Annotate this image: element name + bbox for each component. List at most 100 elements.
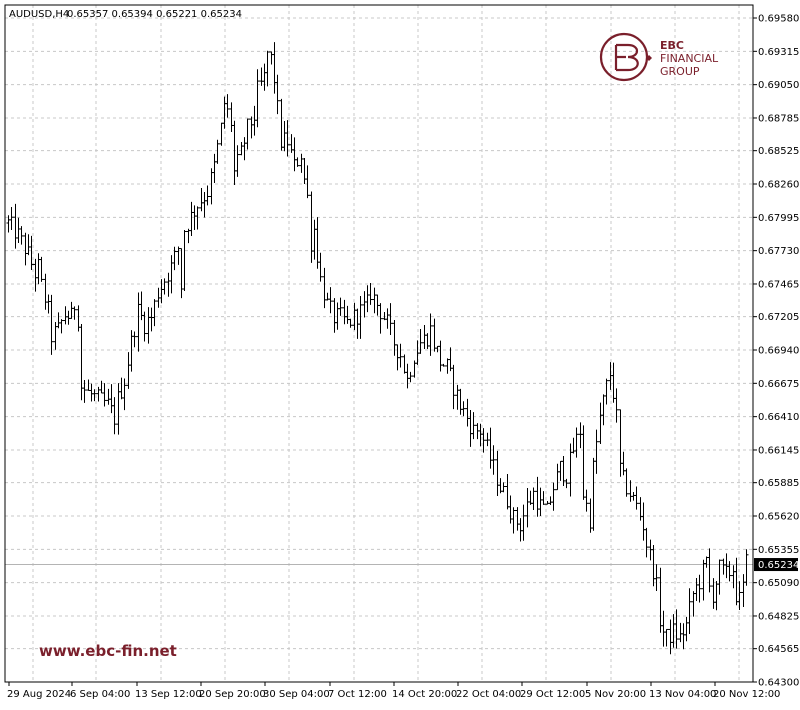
- company-logo: EBC FINANCIAL GROUP: [599, 32, 719, 82]
- y-tick-label: 0.66410: [758, 412, 799, 423]
- ohlc-bar[interactable]: [634, 486, 639, 510]
- y-tick-label: 0.67995: [758, 213, 799, 224]
- ohlc-bar[interactable]: [697, 574, 702, 603]
- ohlc-bar[interactable]: [235, 145, 240, 177]
- ohlc-bar[interactable]: [511, 507, 516, 534]
- ohlc-bar[interactable]: [19, 226, 24, 245]
- ohlc-bar[interactable]: [72, 306, 77, 320]
- ohlc-bar[interactable]: [9, 206, 14, 231]
- logo-text-group: GROUP: [660, 65, 700, 78]
- y-tick-label: 0.67205: [758, 312, 799, 323]
- ohlc-bar[interactable]: [49, 294, 54, 355]
- ohlc-bar[interactable]: [644, 527, 649, 558]
- logo-text-financial: FINANCIAL: [660, 52, 719, 65]
- x-tick-label: 6 Sep 04:00: [70, 689, 130, 700]
- ohlc-bar[interactable]: [122, 378, 127, 411]
- ohlc-bar[interactable]: [461, 401, 466, 417]
- watermark-url: www.ebc-fin.net: [39, 642, 177, 660]
- ohlc-bar[interactable]: [162, 278, 167, 295]
- ohlc-bar[interactable]: [59, 319, 64, 334]
- ohlc-bar[interactable]: [737, 581, 742, 610]
- ohlc-bar[interactable]: [132, 331, 137, 348]
- ohlc-bar[interactable]: [624, 468, 629, 497]
- ohlc-bar[interactable]: [614, 388, 619, 423]
- ohlc-bar[interactable]: [491, 445, 496, 475]
- ohlc-bars[interactable]: [6, 42, 749, 655]
- grid: [5, 5, 753, 683]
- ohlc-bar[interactable]: [142, 311, 147, 342]
- ohlc-bar[interactable]: [285, 120, 290, 157]
- ohlc-bar[interactable]: [398, 343, 403, 368]
- ohlc-bar[interactable]: [182, 230, 187, 291]
- ohlc-bar[interactable]: [29, 235, 34, 270]
- symbol-label: AUDUSD,H4: [9, 9, 69, 20]
- ohlc-bar[interactable]: [305, 165, 310, 199]
- ohlc-bar[interactable]: [265, 50, 270, 87]
- ohlc-bar[interactable]: [318, 252, 323, 282]
- y-tick-label: 0.65090: [758, 578, 799, 589]
- ohlc-bar[interactable]: [39, 256, 44, 282]
- current-price-value: 0.65234: [758, 560, 799, 571]
- x-tick-label: 13 Nov 04:00: [649, 689, 716, 700]
- ohlc-bar[interactable]: [338, 297, 343, 316]
- ohlc-bar[interactable]: [205, 185, 210, 206]
- ohlc-bar[interactable]: [418, 328, 423, 354]
- y-tick-label: 0.67465: [758, 279, 799, 290]
- ohlc-bar[interactable]: [687, 588, 692, 634]
- ohlc-bar[interactable]: [564, 478, 569, 489]
- ohlc-bar[interactable]: [255, 69, 260, 128]
- ohlc-bar[interactable]: [112, 397, 117, 435]
- ebc-logo-icon: [599, 32, 652, 82]
- ohlc-bar[interactable]: [594, 429, 599, 474]
- y-tick-label: 0.67730: [758, 246, 799, 257]
- ohlc-bar[interactable]: [348, 318, 353, 328]
- ohlc-bar[interactable]: [225, 94, 230, 118]
- y-tick-label: 0.68525: [758, 146, 799, 157]
- ohlc-bar[interactable]: [102, 383, 107, 407]
- ohlc-bar[interactable]: [717, 559, 722, 595]
- ohlc-bar[interactable]: [674, 609, 679, 649]
- ohlc-bar[interactable]: [521, 504, 526, 541]
- ohlc-bar[interactable]: [92, 389, 97, 402]
- logo-text-ebc: EBC: [660, 39, 684, 52]
- ohlc-bar[interactable]: [574, 427, 579, 458]
- price-axis[interactable]: 0.69580 0.69315 0.69050 0.68785 0.68525 0.682…: [753, 14, 799, 689]
- ohlc-bar[interactable]: [481, 428, 486, 453]
- x-tick-label: 30 Sep 04:00: [263, 689, 330, 700]
- ohlc-bar[interactable]: [408, 371, 413, 383]
- current-price-label: 0.65234: [754, 558, 799, 572]
- ohlc-bar[interactable]: [744, 549, 749, 586]
- ohlc-bar[interactable]: [604, 378, 609, 405]
- ohlc-bar[interactable]: [172, 246, 177, 271]
- ohlc-bar[interactable]: [451, 364, 456, 410]
- ohlc-bar[interactable]: [727, 561, 732, 582]
- ohlc-bar[interactable]: [471, 412, 476, 440]
- y-tick-label: 0.64565: [758, 644, 799, 655]
- ohlc-bar[interactable]: [152, 299, 157, 327]
- ohlc-bar[interactable]: [551, 482, 556, 511]
- ohlc-bar[interactable]: [388, 303, 393, 336]
- ohlc-bar[interactable]: [245, 118, 250, 150]
- ohlc-bar[interactable]: [707, 548, 712, 593]
- ohlc-bar[interactable]: [378, 303, 383, 334]
- ohlc-bar[interactable]: [328, 287, 333, 314]
- ohlc-bar[interactable]: [584, 489, 589, 512]
- ohlc-bar[interactable]: [215, 139, 220, 164]
- ohlc-bar[interactable]: [654, 564, 659, 592]
- ohlc-bar[interactable]: [531, 487, 536, 511]
- ohlc-bar[interactable]: [82, 380, 87, 403]
- y-tick-label: 0.69580: [758, 14, 799, 25]
- ohlc-bar[interactable]: [295, 157, 300, 167]
- ohlc-bar[interactable]: [664, 628, 669, 647]
- ohlc-bar[interactable]: [441, 363, 446, 367]
- ohlc-bar[interactable]: [275, 74, 280, 115]
- ohlc-bar[interactable]: [541, 491, 546, 505]
- ohlc-bar[interactable]: [368, 283, 373, 305]
- ohlc-bar[interactable]: [195, 206, 200, 230]
- ohlc-bar[interactable]: [501, 482, 506, 493]
- ohlc-bar[interactable]: [358, 296, 363, 339]
- ohlc-bar[interactable]: [428, 313, 433, 356]
